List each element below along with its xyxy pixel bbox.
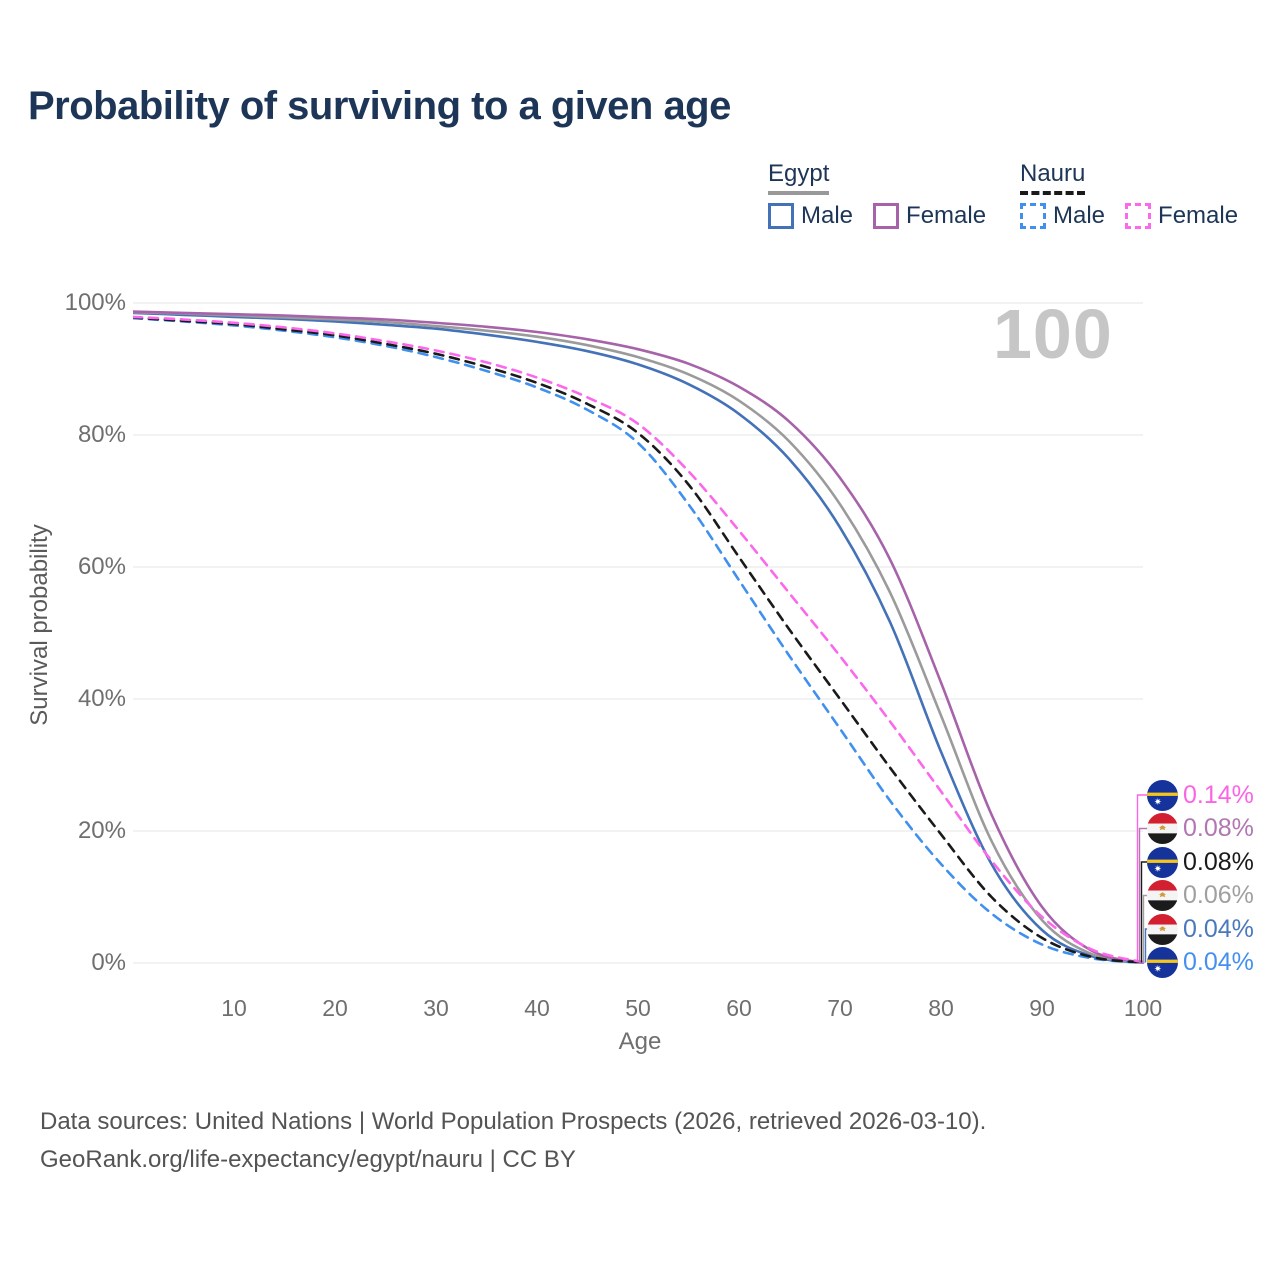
max-age-watermark: 100	[993, 295, 1113, 373]
nauru-flag-icon	[1147, 846, 1178, 878]
end-value-egypt_male: 0.04%	[1183, 914, 1254, 943]
end-value-egypt_all: 0.06%	[1183, 881, 1254, 909]
x-tick-50: 50	[625, 995, 651, 1021]
x-tick-90: 90	[1029, 995, 1055, 1021]
curve-nauru_all	[133, 316, 1145, 964]
y-tick-80: 80%	[77, 421, 126, 448]
chart-footer: Data sources: United Nations | World Pop…	[40, 1103, 986, 1179]
legend-swatch-egypt-male[interactable]	[768, 203, 794, 229]
x-tick-80: 80	[928, 995, 954, 1021]
data-source-line: Data sources: United Nations | World Pop…	[40, 1108, 987, 1135]
legend-item-nauru-male[interactable]: Male	[1020, 202, 1105, 230]
end-value-nauru_male: 0.04%	[1183, 948, 1254, 976]
end-value-nauru_all: 0.08%	[1183, 847, 1254, 876]
page-title: Probability of surviving to a given age	[28, 84, 731, 128]
end-label-nauru_male: 0.04%	[1147, 947, 1254, 978]
legend-heading-egypt[interactable]: Egypt	[768, 160, 830, 195]
x-tick-70: 70	[827, 995, 853, 1021]
legend-group-nauru: Nauru Male Female	[1020, 160, 1258, 230]
x-tick-100: 100	[1123, 995, 1163, 1021]
x-tick-10: 10	[221, 995, 247, 1021]
legend-swatch-nauru-male[interactable]	[1020, 203, 1046, 229]
egypt-flag-icon	[1147, 913, 1178, 945]
curve-egypt_all	[133, 310, 1145, 964]
legend-item-egypt-male[interactable]: Male	[768, 202, 853, 230]
legend-item-nauru-female[interactable]: Female	[1125, 202, 1238, 230]
end-label-egypt_all: 0.06%	[1147, 880, 1254, 911]
y-tick-60: 60%	[77, 553, 126, 580]
legend-swatch-nauru-female[interactable]	[1125, 203, 1152, 229]
plot-area	[133, 302, 1145, 964]
legend-label-egypt-male: Male	[801, 202, 854, 229]
egypt-flag-icon	[1147, 880, 1178, 911]
end-label-egypt_male: 0.04%	[1147, 913, 1254, 945]
end-value-nauru_female: 0.14%	[1183, 780, 1254, 809]
y-tick-40: 40%	[77, 685, 126, 712]
nauru-flag-icon	[1147, 779, 1178, 811]
x-tick-60: 60	[726, 995, 752, 1021]
legend-items-egypt: Male Female	[768, 202, 1006, 230]
end-label-nauru_female: 0.14%	[1147, 779, 1254, 811]
curve-egypt_female	[133, 310, 1145, 964]
x-tick-40: 40	[524, 995, 550, 1021]
legend-label-nauru-male: Male	[1053, 202, 1106, 229]
y-tick-100: 100%	[64, 289, 126, 316]
egypt-flag-icon	[1147, 813, 1178, 844]
legend-group-egypt: Egypt Male Female	[768, 160, 1006, 230]
y-tick-20: 20%	[77, 817, 126, 844]
curve-egypt_male	[133, 311, 1145, 964]
end-label-nauru_all: 0.08%	[1147, 846, 1254, 878]
curve-nauru_female	[133, 315, 1145, 964]
attribution-line: GeoRank.org/life-expectancy/egypt/nauru …	[40, 1146, 576, 1173]
legend-label-nauru-female: Female	[1158, 202, 1239, 229]
legend-heading-nauru[interactable]: Nauru	[1020, 160, 1086, 195]
x-tick-30: 30	[423, 995, 449, 1021]
nauru-flag-icon	[1147, 947, 1178, 978]
legend-items-nauru: Male Female	[1020, 202, 1258, 230]
x-tick-20: 20	[322, 995, 348, 1021]
leader-nauru_female	[1136, 794, 1151, 963]
y-tick-0: 0%	[91, 949, 126, 976]
end-value-egypt_female: 0.08%	[1183, 814, 1254, 842]
curve-nauru_male	[133, 316, 1145, 964]
x-axis-title: Age	[618, 1028, 662, 1055]
legend-item-egypt-female[interactable]: Female	[873, 202, 986, 230]
legend-label-egypt-female: Female	[906, 202, 987, 229]
end-label-egypt_female: 0.08%	[1147, 813, 1254, 844]
legend-swatch-egypt-female[interactable]	[873, 203, 900, 229]
